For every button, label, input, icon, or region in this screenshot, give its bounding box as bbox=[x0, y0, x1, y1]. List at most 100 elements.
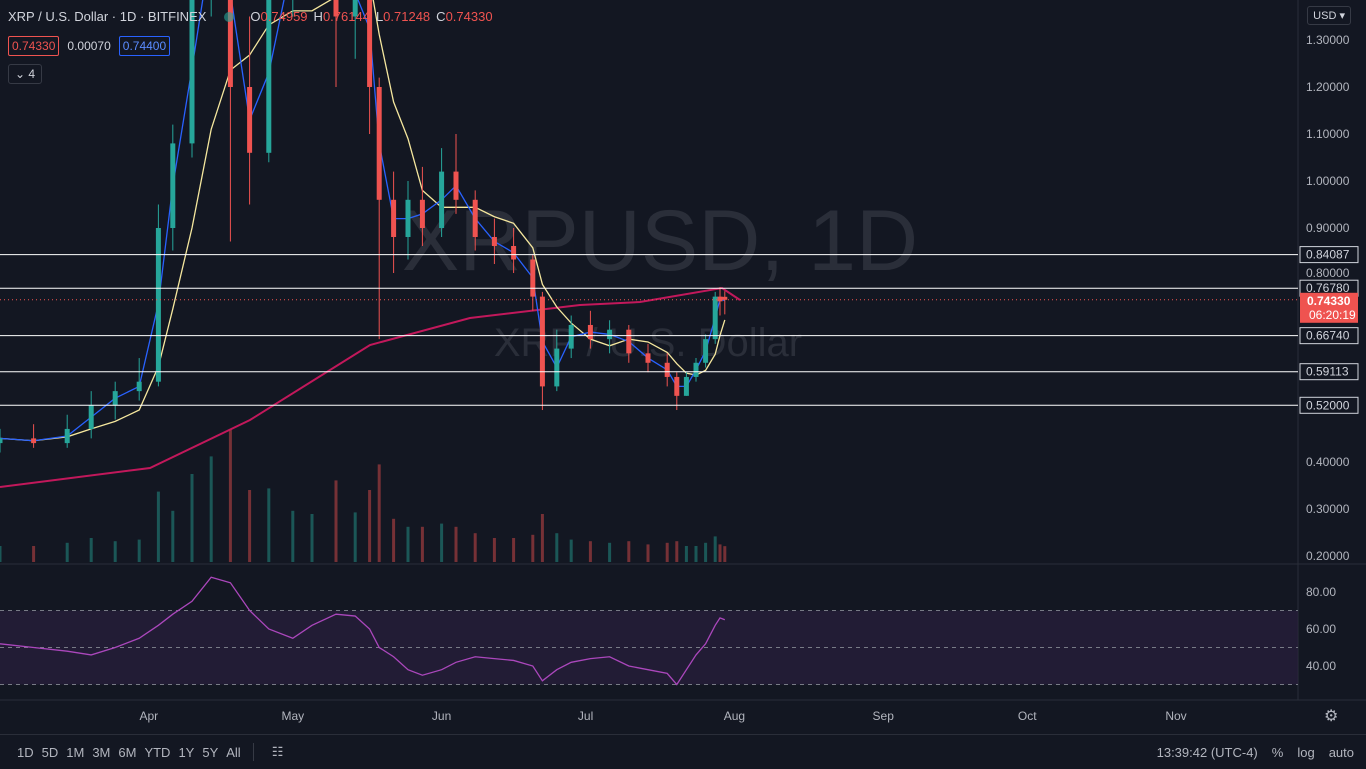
percent-toggle[interactable]: % bbox=[1271, 744, 1284, 760]
open-label: O bbox=[250, 9, 261, 24]
volume-bar bbox=[190, 474, 194, 562]
level-label: 0.52000 bbox=[1306, 398, 1350, 412]
volume-bar bbox=[420, 526, 424, 562]
volume-bar bbox=[569, 539, 573, 562]
timeframe-6m[interactable]: 6M bbox=[118, 744, 137, 760]
price-tick-label: 0.20000 bbox=[1306, 549, 1350, 563]
candle-body bbox=[419, 199, 425, 228]
price-tick-label: 1.30000 bbox=[1306, 33, 1350, 47]
high-label: H bbox=[313, 9, 323, 24]
candle-body bbox=[155, 228, 161, 382]
timeframe-1y[interactable]: 1Y bbox=[178, 744, 195, 760]
candle-body bbox=[683, 376, 689, 396]
high-value: 0.76144 bbox=[322, 9, 370, 24]
volume-bar bbox=[406, 526, 410, 562]
candle-body bbox=[703, 339, 709, 363]
volume-bar bbox=[608, 542, 612, 562]
volume-bar bbox=[540, 514, 544, 562]
volume-bar bbox=[0, 546, 2, 562]
volume-bar bbox=[675, 541, 679, 562]
market-status-icon bbox=[224, 11, 235, 22]
volume-bar bbox=[588, 541, 592, 562]
volume-bar bbox=[228, 429, 232, 562]
candle-body bbox=[391, 199, 397, 237]
timeframe-5d[interactable]: 5D bbox=[41, 744, 59, 760]
candle-body bbox=[645, 353, 651, 363]
candle-body bbox=[607, 329, 613, 340]
currency-select[interactable]: USD ▾ bbox=[1307, 6, 1351, 25]
date-range-icon[interactable]: ☷ bbox=[271, 744, 284, 759]
close-label: C bbox=[436, 9, 446, 24]
indicators-count: 4 bbox=[28, 67, 36, 81]
volume-bar bbox=[440, 523, 444, 562]
currency-label: USD bbox=[1313, 10, 1337, 22]
price-tick-label: 0.30000 bbox=[1306, 502, 1350, 516]
spread-value: 0.00070 bbox=[67, 39, 111, 53]
volume-bar bbox=[684, 546, 688, 562]
volume-bar bbox=[627, 541, 631, 562]
volume-bar bbox=[718, 544, 722, 562]
time-tick-label: Apr bbox=[139, 709, 158, 723]
level-label-box bbox=[1299, 246, 1359, 264]
level-label: 0.76780 bbox=[1306, 281, 1350, 295]
low-label: L bbox=[375, 9, 384, 24]
candle-body bbox=[352, 0, 358, 17]
price-tick-label: 1.00000 bbox=[1306, 174, 1350, 188]
volume-bar bbox=[32, 546, 36, 562]
price-tick-label: 1.10000 bbox=[1306, 127, 1350, 141]
indicators-toggle[interactable]: ⌄ 4 bbox=[8, 64, 43, 84]
candle-body bbox=[530, 259, 536, 297]
candle-body bbox=[511, 246, 517, 260]
volume-bar bbox=[171, 510, 175, 562]
timeframe-ytd[interactable]: YTD bbox=[144, 744, 171, 760]
volume-bar bbox=[377, 464, 381, 562]
rsi-tick-label: 60.00 bbox=[1306, 622, 1336, 636]
candle-body bbox=[227, 0, 233, 87]
time-tick-label: Aug bbox=[724, 709, 745, 723]
countdown-label: 06:20:19 bbox=[1309, 308, 1356, 322]
auto-toggle[interactable]: auto bbox=[1328, 744, 1354, 760]
candle-body bbox=[491, 237, 497, 246]
volume-bar bbox=[89, 538, 93, 562]
ma-long-line bbox=[0, 286, 741, 488]
chevron-down-icon: ⌄ bbox=[15, 67, 26, 81]
rsi-line bbox=[0, 576, 726, 686]
candle-body bbox=[170, 143, 176, 228]
candle-body bbox=[247, 87, 253, 153]
candle-body bbox=[674, 376, 680, 396]
candle-body bbox=[472, 199, 478, 237]
symbol-title[interactable]: XRP / U.S. Dollar · 1D · BITFINEX bbox=[8, 9, 207, 24]
volume-bar bbox=[555, 533, 559, 562]
timeframe-5y[interactable]: 5Y bbox=[202, 744, 219, 760]
time-tick-label: Sep bbox=[873, 709, 895, 723]
volume-bar bbox=[694, 546, 698, 562]
watermark-title: XRPUSD, 1D bbox=[402, 193, 918, 289]
level-label: 0.66740 bbox=[1306, 329, 1350, 343]
low-value: 0.71248 bbox=[383, 9, 431, 24]
candle-body bbox=[587, 324, 593, 340]
time-tick-label: Jun bbox=[432, 709, 451, 723]
gear-icon[interactable]: ⚙ bbox=[1324, 708, 1339, 725]
candle-body bbox=[112, 391, 118, 406]
candle-body bbox=[439, 171, 445, 228]
volume-bar bbox=[65, 542, 69, 562]
timeframe-all[interactable]: All bbox=[226, 744, 241, 760]
volume-bar bbox=[473, 533, 477, 562]
toolbar-divider bbox=[252, 743, 254, 761]
volume-bar bbox=[334, 480, 338, 562]
volume-bar bbox=[646, 544, 650, 562]
buy-button[interactable]: 0.74400 bbox=[118, 36, 171, 56]
candle-body bbox=[88, 405, 94, 429]
log-toggle[interactable]: log bbox=[1297, 744, 1315, 760]
candle-body bbox=[712, 296, 718, 340]
volume-bar bbox=[156, 491, 160, 562]
candle-body bbox=[626, 329, 632, 354]
timeframe-1d[interactable]: 1D bbox=[17, 744, 34, 760]
sell-button[interactable]: 0.74330 bbox=[8, 36, 60, 56]
volume-bar bbox=[137, 539, 141, 562]
timeframe-1m[interactable]: 1M bbox=[66, 744, 85, 760]
timeframe-3m[interactable]: 3M bbox=[92, 744, 111, 760]
clock-time[interactable]: 13:39:42 (UTC-4) bbox=[1156, 744, 1258, 760]
current-price-box bbox=[1300, 292, 1358, 323]
